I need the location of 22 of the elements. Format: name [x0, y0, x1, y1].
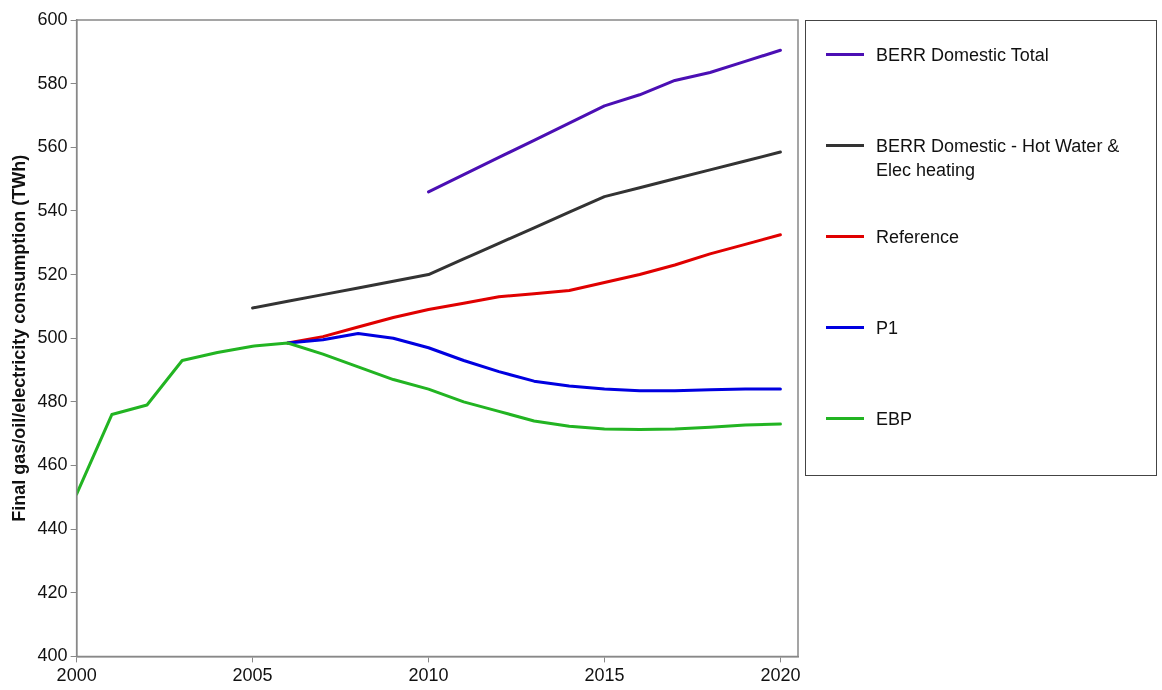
legend-label: EBP — [876, 408, 914, 431]
y-tick-label: 540 — [37, 199, 68, 220]
x-tick-label: 2015 — [584, 665, 625, 686]
y-tick-label: 420 — [37, 581, 68, 602]
y-tick-label: 480 — [37, 390, 68, 411]
x-tick-label: 2020 — [760, 665, 801, 686]
y-tick-label: 500 — [37, 327, 68, 348]
legend-label: BERR Domestic Total — [876, 44, 1050, 67]
x-tick-label: 2010 — [408, 665, 449, 686]
y-tick-label: 400 — [37, 645, 68, 666]
x-tick-label: 2000 — [56, 665, 97, 686]
y-tick-label: 580 — [37, 72, 68, 93]
y-tick-label: 440 — [37, 518, 68, 539]
legend-label: P1 — [876, 317, 900, 340]
y-tick-label: 520 — [37, 263, 68, 284]
legend-label: BERR Domestic - Hot Water & Elec heating — [876, 135, 1121, 182]
y-tick-label: 600 — [37, 8, 68, 29]
legend-label: Reference — [876, 226, 961, 249]
x-tick-label: 2005 — [232, 665, 273, 686]
y-axis-title: Final gas/oil/electricity consumption (TWh) — [8, 154, 29, 522]
y-tick-label: 560 — [37, 136, 68, 157]
y-tick-label: 460 — [37, 454, 68, 475]
